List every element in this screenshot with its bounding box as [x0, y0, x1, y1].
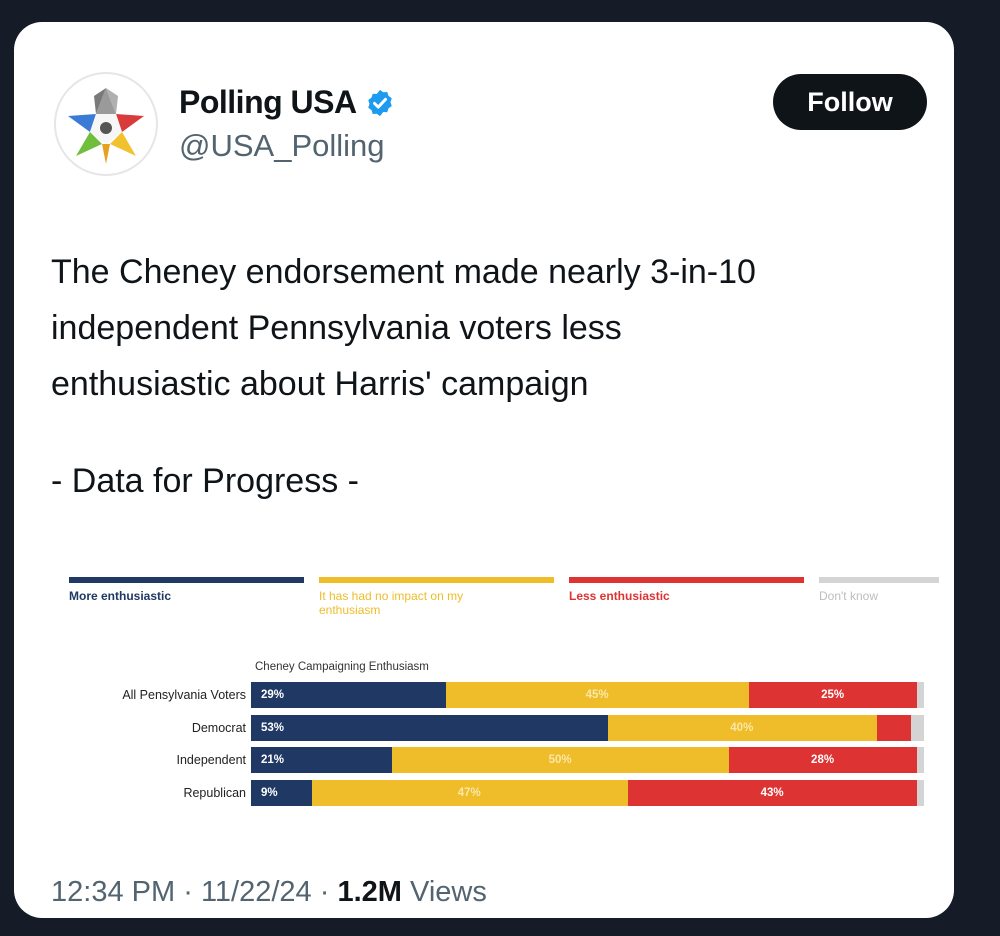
bar-segment [251, 747, 393, 773]
legend-label: More enthusiastic [69, 589, 172, 603]
legend-item: It has had no impact on my enthusiasm [319, 577, 554, 617]
legend-swatch [819, 577, 939, 583]
row-label: Independent [176, 753, 246, 767]
bar-segment [917, 747, 924, 773]
tweet-time[interactable]: 12:34 PM [51, 876, 176, 908]
bar-segment [251, 715, 608, 741]
tweet-date[interactable]: 11/22/24 [200, 876, 312, 908]
bar-segment [251, 780, 312, 806]
bar-segment [627, 780, 918, 806]
tweet-timestamp: 12:34 PM · 11/22/24 · 1.2M Views [51, 876, 487, 909]
bar-segment [446, 682, 749, 708]
follow-button[interactable]: Follow [773, 74, 927, 130]
polling-usa-logo-icon [68, 88, 144, 164]
separator-dot: · [319, 876, 330, 908]
legend-label: Don't know [819, 589, 878, 603]
separator-dot: · [183, 876, 193, 908]
bar-segment [392, 747, 729, 773]
bar-segment [251, 682, 447, 708]
tweet-text: The Cheney endorsement made nearly 3-in-… [51, 253, 756, 403]
poll-chart: Cheney Campaigning Enthusiasm More enthu… [54, 577, 939, 822]
bar-value-label: 53% [261, 722, 285, 734]
bar-segment [728, 747, 918, 773]
bar-segment [607, 715, 877, 741]
bar-value-label: 40% [730, 722, 754, 734]
row-label: Democrat [191, 721, 246, 735]
bar-segment [749, 682, 918, 708]
row-label: Republican [183, 786, 246, 800]
legend-swatch [69, 577, 304, 583]
bar-segment [917, 682, 924, 708]
bar-value-label: 43% [760, 787, 784, 799]
bar-value-label: 25% [821, 689, 845, 701]
bar-segment [876, 715, 911, 741]
account-name-row: Polling USA [179, 84, 395, 121]
avatar[interactable] [54, 72, 158, 176]
bar-segment [910, 715, 924, 741]
bar-segment [917, 780, 924, 806]
bar-value-label: 29% [261, 689, 285, 701]
legend-item: Less enthusiastic [569, 577, 804, 603]
legend-swatch [569, 577, 804, 583]
legend-item: More enthusiastic [69, 577, 304, 603]
row-label: All Pensylvania Voters [122, 688, 246, 702]
bar-value-label: 21% [261, 754, 285, 766]
bar-value-label: 45% [585, 689, 609, 701]
bar-segment [311, 780, 628, 806]
bar-value-label: 9% [261, 787, 278, 799]
legend-item: Don't know [819, 577, 939, 603]
bar-value-label: 50% [548, 754, 572, 766]
legend-swatch [319, 577, 554, 583]
legend-label: It has had no impact on my enthusiasm [319, 589, 464, 617]
bar-value-label: 47% [457, 787, 481, 799]
tweet-card: Polling USA @USA_Polling Follow The Chen… [14, 22, 954, 918]
views-count: 1.2M [337, 876, 402, 908]
account-handle[interactable]: @USA_Polling [179, 128, 385, 163]
tweet-source-line: - Data for Progress - [51, 462, 359, 500]
verified-badge-icon [367, 89, 392, 116]
legend-label: Less enthusiastic [569, 589, 670, 603]
views-label: Views [410, 876, 487, 908]
chart-subtitle: Cheney Campaigning Enthusiasm [255, 661, 429, 673]
account-name[interactable]: Polling USA [179, 84, 357, 120]
bar-value-label: 28% [811, 754, 835, 766]
